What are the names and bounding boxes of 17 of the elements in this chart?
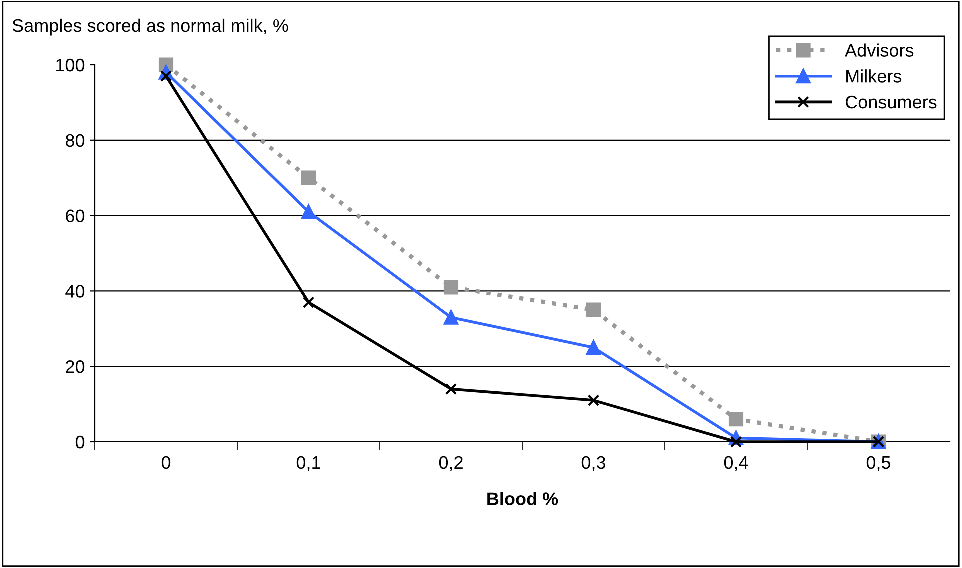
y-tick-label: 60: [66, 210, 85, 223]
x-axis-title: Blood %: [488, 492, 558, 506]
legend-label: Advisors: [845, 44, 914, 57]
y-tick-label: 100: [56, 58, 85, 72]
x-tick-label: 0,1: [296, 456, 320, 472]
x-tick-label: 0,5: [866, 456, 891, 472]
x-tick-label: 0,2: [439, 456, 463, 472]
y-tick-label: 20: [66, 360, 85, 374]
y-tick-label: 0: [76, 436, 85, 449]
y-tick-label: 80: [66, 134, 85, 148]
y-tick-label: 40: [66, 285, 85, 298]
x-tick-label: 0,4: [724, 456, 748, 472]
x-tick-label: 0,3: [582, 456, 606, 472]
y-axis-title: Samples scored as normal milk, %: [12, 18, 288, 36]
legend-label: Milkers: [846, 70, 902, 83]
x-tick-label: 0: [162, 456, 171, 470]
legend-label: Consumers: [846, 96, 937, 109]
